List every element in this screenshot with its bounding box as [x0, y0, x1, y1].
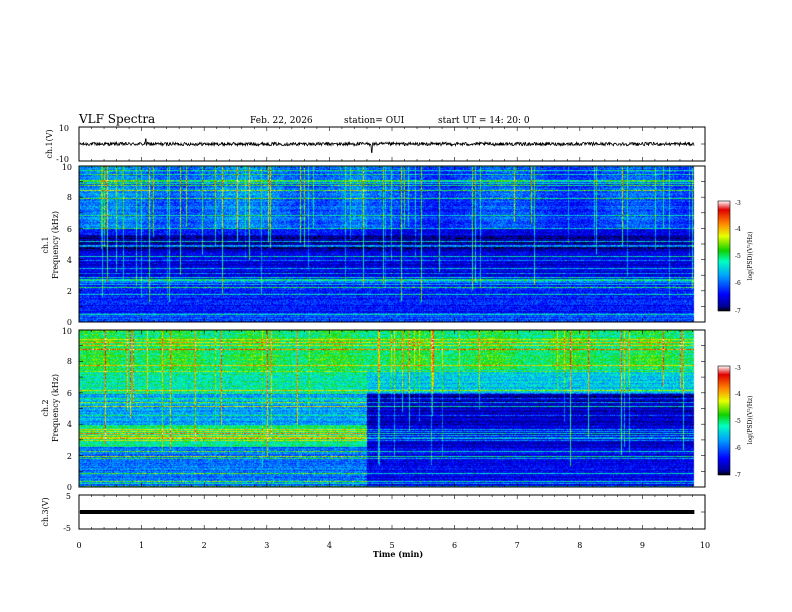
- xtick-3: 3: [264, 541, 269, 550]
- xtick-7: 7: [515, 541, 520, 550]
- start-time-label: start UT = 14: 20: 0: [438, 116, 530, 126]
- ch1-ylabel-frequency: Frequency (kHz): [51, 211, 60, 279]
- ch2-colorbar-label: log(PSD)(V²/Hz): [747, 396, 754, 445]
- ch1-cbar-tick-m6: -6: [735, 280, 741, 287]
- ch2-ytick-2: 2: [67, 452, 72, 461]
- xtick-5: 5: [389, 541, 394, 550]
- ch2-ylabel-channel: ch.2: [41, 399, 50, 416]
- ch3-ytick-bottom: -5: [63, 524, 71, 533]
- ch1-ylabel: ch.1(V): [45, 129, 54, 158]
- ch1-cbar-tick-m3: -3: [735, 200, 741, 207]
- ch2-colorbar-gradient: [717, 365, 731, 476]
- ch1-ytick-6: 6: [67, 225, 72, 234]
- ch1-ylabel-channel: ch.1: [41, 236, 50, 253]
- xtick-9: 9: [640, 541, 645, 550]
- ch1-ytick-top: 10: [59, 124, 69, 133]
- ch3-waveform-trace: [80, 510, 695, 514]
- ch1-cbar-tick-m7: -7: [735, 308, 741, 315]
- ch2-colorbar: -3 -4 -5 -6 -7 log(PSD)(V²/Hz): [717, 365, 754, 479]
- ch1-cbar-tick-m5: -5: [735, 253, 741, 260]
- xtick-6: 6: [452, 541, 457, 550]
- ch1-spectrogram-canvas: [79, 166, 705, 322]
- ch2-spectrogram-panel: 0 2 4 6 8 10 ch.2 Frequency (kHz): [41, 327, 706, 492]
- xtick-8: 8: [577, 541, 582, 550]
- ch1-ytick-bottom: -10: [56, 155, 69, 164]
- xtick-4: 4: [327, 541, 332, 550]
- ch2-spectrogram-area: [79, 330, 705, 487]
- ch2-cbar-tick-m5: -5: [735, 418, 741, 425]
- ch1-spectrogram-panel: 0 2 4 6 8 10 ch.1 Frequency (kHz): [41, 163, 706, 327]
- time-axis: 0 1 2 3 4 5 6 7 8 9 10 Time (min): [76, 541, 710, 559]
- ch1-ytick-4: 4: [67, 256, 72, 265]
- ch1-colorbar-label: log(PSD)(V²/Hz): [747, 232, 754, 281]
- ch2-ytick-4: 4: [67, 420, 72, 429]
- ch1-spectrogram-ticks: [78, 165, 706, 323]
- ch3-waveform-ticks: [78, 494, 706, 530]
- ch1-colorbar-gradient: [717, 200, 731, 312]
- ch1-ytick-8: 8: [67, 193, 72, 202]
- ch2-ylabel-frequency: Frequency (kHz): [51, 374, 60, 442]
- xaxis-label: Time (min): [373, 549, 423, 559]
- ch1-waveform-ticks: [78, 126, 706, 162]
- ch3-ylabel: ch.3(V): [41, 497, 50, 526]
- ch2-spectrogram-ticks: [78, 329, 706, 488]
- ch1-spectrogram-area: [79, 166, 705, 322]
- ch1-cbar-tick-m4: -4: [735, 226, 741, 233]
- ch2-ytick-6: 6: [67, 389, 72, 398]
- date-label: Feb. 22, 2026: [250, 116, 313, 126]
- ch3-waveform-panel: 5 -5 ch.3(V): [41, 492, 706, 533]
- xtick-2: 2: [202, 541, 207, 550]
- ch2-spectrogram-canvas: [79, 330, 705, 487]
- xtick-0: 0: [76, 541, 81, 550]
- ch2-cbar-tick-m7: -7: [735, 472, 741, 479]
- xtick-10: 10: [700, 541, 710, 550]
- ch2-cbar-tick-m3: -3: [735, 365, 741, 372]
- ch1-ytick-0: 0: [67, 318, 72, 327]
- ch1-waveform-panel: 10 -10 ch.1(V): [45, 124, 706, 164]
- figure-title: VLF Spectra: [78, 112, 155, 126]
- ch2-ytick-0: 0: [67, 483, 72, 492]
- ch1-waveform-trace: [79, 138, 695, 153]
- ch1-ytick-2: 2: [67, 287, 72, 296]
- ch2-cbar-tick-m6: -6: [735, 445, 741, 452]
- ch1-colorbar: -3 -4 -5 -6 -7 log(PSD)(V²/Hz): [717, 200, 754, 315]
- xtick-1: 1: [139, 541, 144, 550]
- station-label: station= OUI: [344, 116, 405, 126]
- ch1-ytick-10: 10: [62, 163, 72, 172]
- ch2-ytick-8: 8: [67, 357, 72, 366]
- ch2-ytick-10: 10: [62, 327, 72, 336]
- ch3-ytick-top: 5: [66, 492, 71, 501]
- ch2-cbar-tick-m4: -4: [735, 391, 741, 398]
